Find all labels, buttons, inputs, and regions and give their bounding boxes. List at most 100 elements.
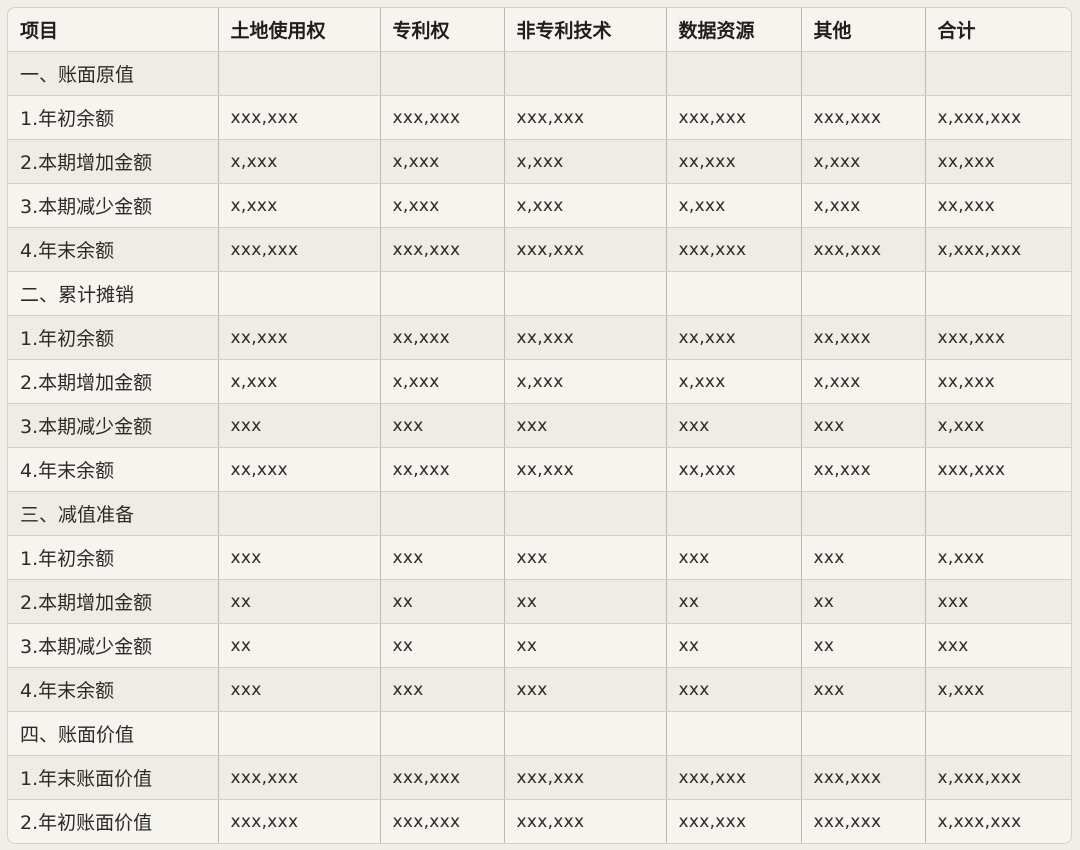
row-label: 二、累计摊销	[8, 271, 219, 316]
row-label: 3.本期减少金额	[8, 403, 219, 448]
table-cell: xx	[666, 623, 802, 668]
table-cell: xx,xxx	[380, 447, 505, 492]
table-cell: xxx,xxx	[666, 95, 802, 140]
table-cell: x,xxx	[801, 139, 926, 184]
table-cell: xxx	[218, 667, 381, 712]
table-cell: xxx	[218, 535, 381, 580]
section-row: 四、账面价值	[8, 711, 1071, 756]
table-cell: xxx	[218, 403, 381, 448]
table-cell	[666, 51, 802, 96]
table-cell: xx	[218, 623, 381, 668]
row-label: 2.年初账面价值	[8, 799, 219, 843]
table-cell	[504, 51, 667, 96]
table-cell: x,xxx	[925, 535, 1071, 580]
table-cell: xx	[504, 579, 667, 624]
table-cell: xx,xxx	[801, 447, 926, 492]
table-cell: x,xxx	[218, 359, 381, 404]
table-cell: xx	[801, 579, 926, 624]
table-row: 2.本期增加金额 xx xx xx xx xx xxx	[8, 579, 1071, 624]
table-cell	[218, 51, 381, 96]
table-cell: xxx	[666, 667, 802, 712]
table-cell: xxx,xxx	[504, 799, 667, 843]
table-cell: xxx	[925, 579, 1071, 624]
table-cell: xx	[504, 623, 667, 668]
table-cell: xxx,xxx	[218, 227, 381, 272]
column-header: 专利权	[380, 8, 505, 52]
table-cell: xx	[218, 579, 381, 624]
table-cell	[218, 491, 381, 536]
table-row: 4.年末余额 xxx,xxx xxx,xxx xxx,xxx xxx,xxx xxx,xx…	[8, 227, 1071, 272]
table-cell: x,xxx	[380, 359, 505, 404]
table-cell	[380, 51, 505, 96]
table-header-row: 项目 土地使用权 专利权 非专利技术 数据资源 其他 合计	[8, 8, 1071, 52]
table-cell: x,xxx	[925, 667, 1071, 712]
section-row: 三、减值准备	[8, 491, 1071, 536]
table-cell: x,xxx	[218, 139, 381, 184]
table-row: 2.本期增加金额 x,xxx x,xxx x,xxx x,xxx x,xxx xx,xxx	[8, 359, 1071, 404]
table-cell: xx,xxx	[666, 139, 802, 184]
table-cell: xx,xxx	[380, 315, 505, 360]
table-cell: xx,xxx	[925, 183, 1071, 228]
table-cell: xx,xxx	[666, 315, 802, 360]
intangible-assets-table-container: 项目 土地使用权 专利权 非专利技术 数据资源 其他 合计 一、账面原值 1.年初余额 xxx,…	[7, 7, 1072, 844]
table-cell: xxx	[801, 535, 926, 580]
table-cell: xxx,xxx	[218, 95, 381, 140]
table-cell: xxx,xxx	[380, 755, 505, 800]
table-row: 3.本期减少金额 x,xxx x,xxx x,xxx x,xxx x,xxx xx,xxx	[8, 183, 1071, 228]
table-cell	[504, 491, 667, 536]
table-cell: xxx,xxx	[801, 799, 926, 843]
table-cell: x,xxx,xxx	[925, 227, 1071, 272]
table-cell	[666, 271, 802, 316]
column-header: 合计	[925, 8, 1071, 52]
table-cell	[504, 271, 667, 316]
table-cell	[380, 711, 505, 756]
table-cell	[925, 51, 1071, 96]
table-row: 1.年初余额 xx,xxx xx,xxx xx,xxx xx,xxx xx,xxx xxx,…	[8, 315, 1071, 360]
table-cell: x,xxx,xxx	[937, 811, 1022, 832]
table-cell: xx	[801, 623, 926, 668]
column-header: 土地使用权	[218, 8, 381, 52]
table-cell: x,xxx	[666, 183, 802, 228]
table-cell: xxx,xxx	[504, 755, 667, 800]
table-cell: xx	[380, 579, 505, 624]
table-row: 2.本期增加金额 x,xxx x,xxx x,xxx xx,xxx x,xxx xx,xxx	[8, 139, 1071, 184]
table-cell: x,xxx	[218, 183, 381, 228]
table-cell: xxx,xxx	[218, 799, 381, 843]
column-header: 项目	[8, 8, 219, 52]
table-cell: xxx,xxx	[504, 95, 667, 140]
table-cell	[925, 271, 1071, 316]
intangible-assets-table: 项目 土地使用权 专利权 非专利技术 数据资源 其他 合计 一、账面原值 1.年初余额 xxx,…	[8, 8, 1071, 843]
table-cell: xx,xxx	[925, 139, 1071, 184]
row-label: 四、账面价值	[8, 711, 219, 756]
row-label: 4.年末余额	[8, 447, 219, 492]
table-cell: xxx,xxx	[801, 755, 926, 800]
row-label: 1.年初余额	[8, 315, 219, 360]
table-cell: xx,xxx	[925, 359, 1071, 404]
table-cell: xxx,xxx	[380, 227, 505, 272]
table-cell: x,xxx	[380, 183, 505, 228]
table-cell: xxx,xxx	[666, 755, 802, 800]
table-cell: xxx	[504, 667, 667, 712]
table-cell: xxx	[380, 667, 505, 712]
row-label: 2.本期增加金额	[8, 139, 219, 184]
row-label: 一、账面原值	[8, 51, 219, 96]
row-label: 4.年末余额	[8, 667, 219, 712]
table-row: 4.年末余额 xx,xxx xx,xxx xx,xxx xx,xxx xx,xxx xxx,…	[8, 447, 1071, 492]
table-row: 1.年初余额 xxx,xxx xxx,xxx xxx,xxx xxx,xxx xxx,xx…	[8, 95, 1071, 140]
table-cell: xxx	[380, 535, 505, 580]
table-cell: x,xxx,xxx	[925, 755, 1071, 800]
table-row: 3.本期减少金额 xxx xxx xxx xxx xxx x,xxx	[8, 403, 1071, 448]
table-row: 4.年末余额 xxx xxx xxx xxx xxx x,xxx	[8, 667, 1071, 712]
table-cell: xxx,xxx	[801, 227, 926, 272]
table-cell: xxx	[504, 535, 667, 580]
table-cell: xxx,xxx	[666, 227, 802, 272]
row-label: 1.年初余额	[8, 535, 219, 580]
table-cell	[666, 711, 802, 756]
table-cell: xx,xxx	[504, 315, 667, 360]
section-row: 二、累计摊销	[8, 271, 1071, 316]
column-header: 其他	[801, 8, 926, 52]
row-label: 1.年初余额	[8, 95, 219, 140]
table-cell: xxx,xxx	[925, 447, 1071, 492]
table-cell	[380, 491, 505, 536]
row-label: 3.本期减少金额	[8, 623, 219, 668]
